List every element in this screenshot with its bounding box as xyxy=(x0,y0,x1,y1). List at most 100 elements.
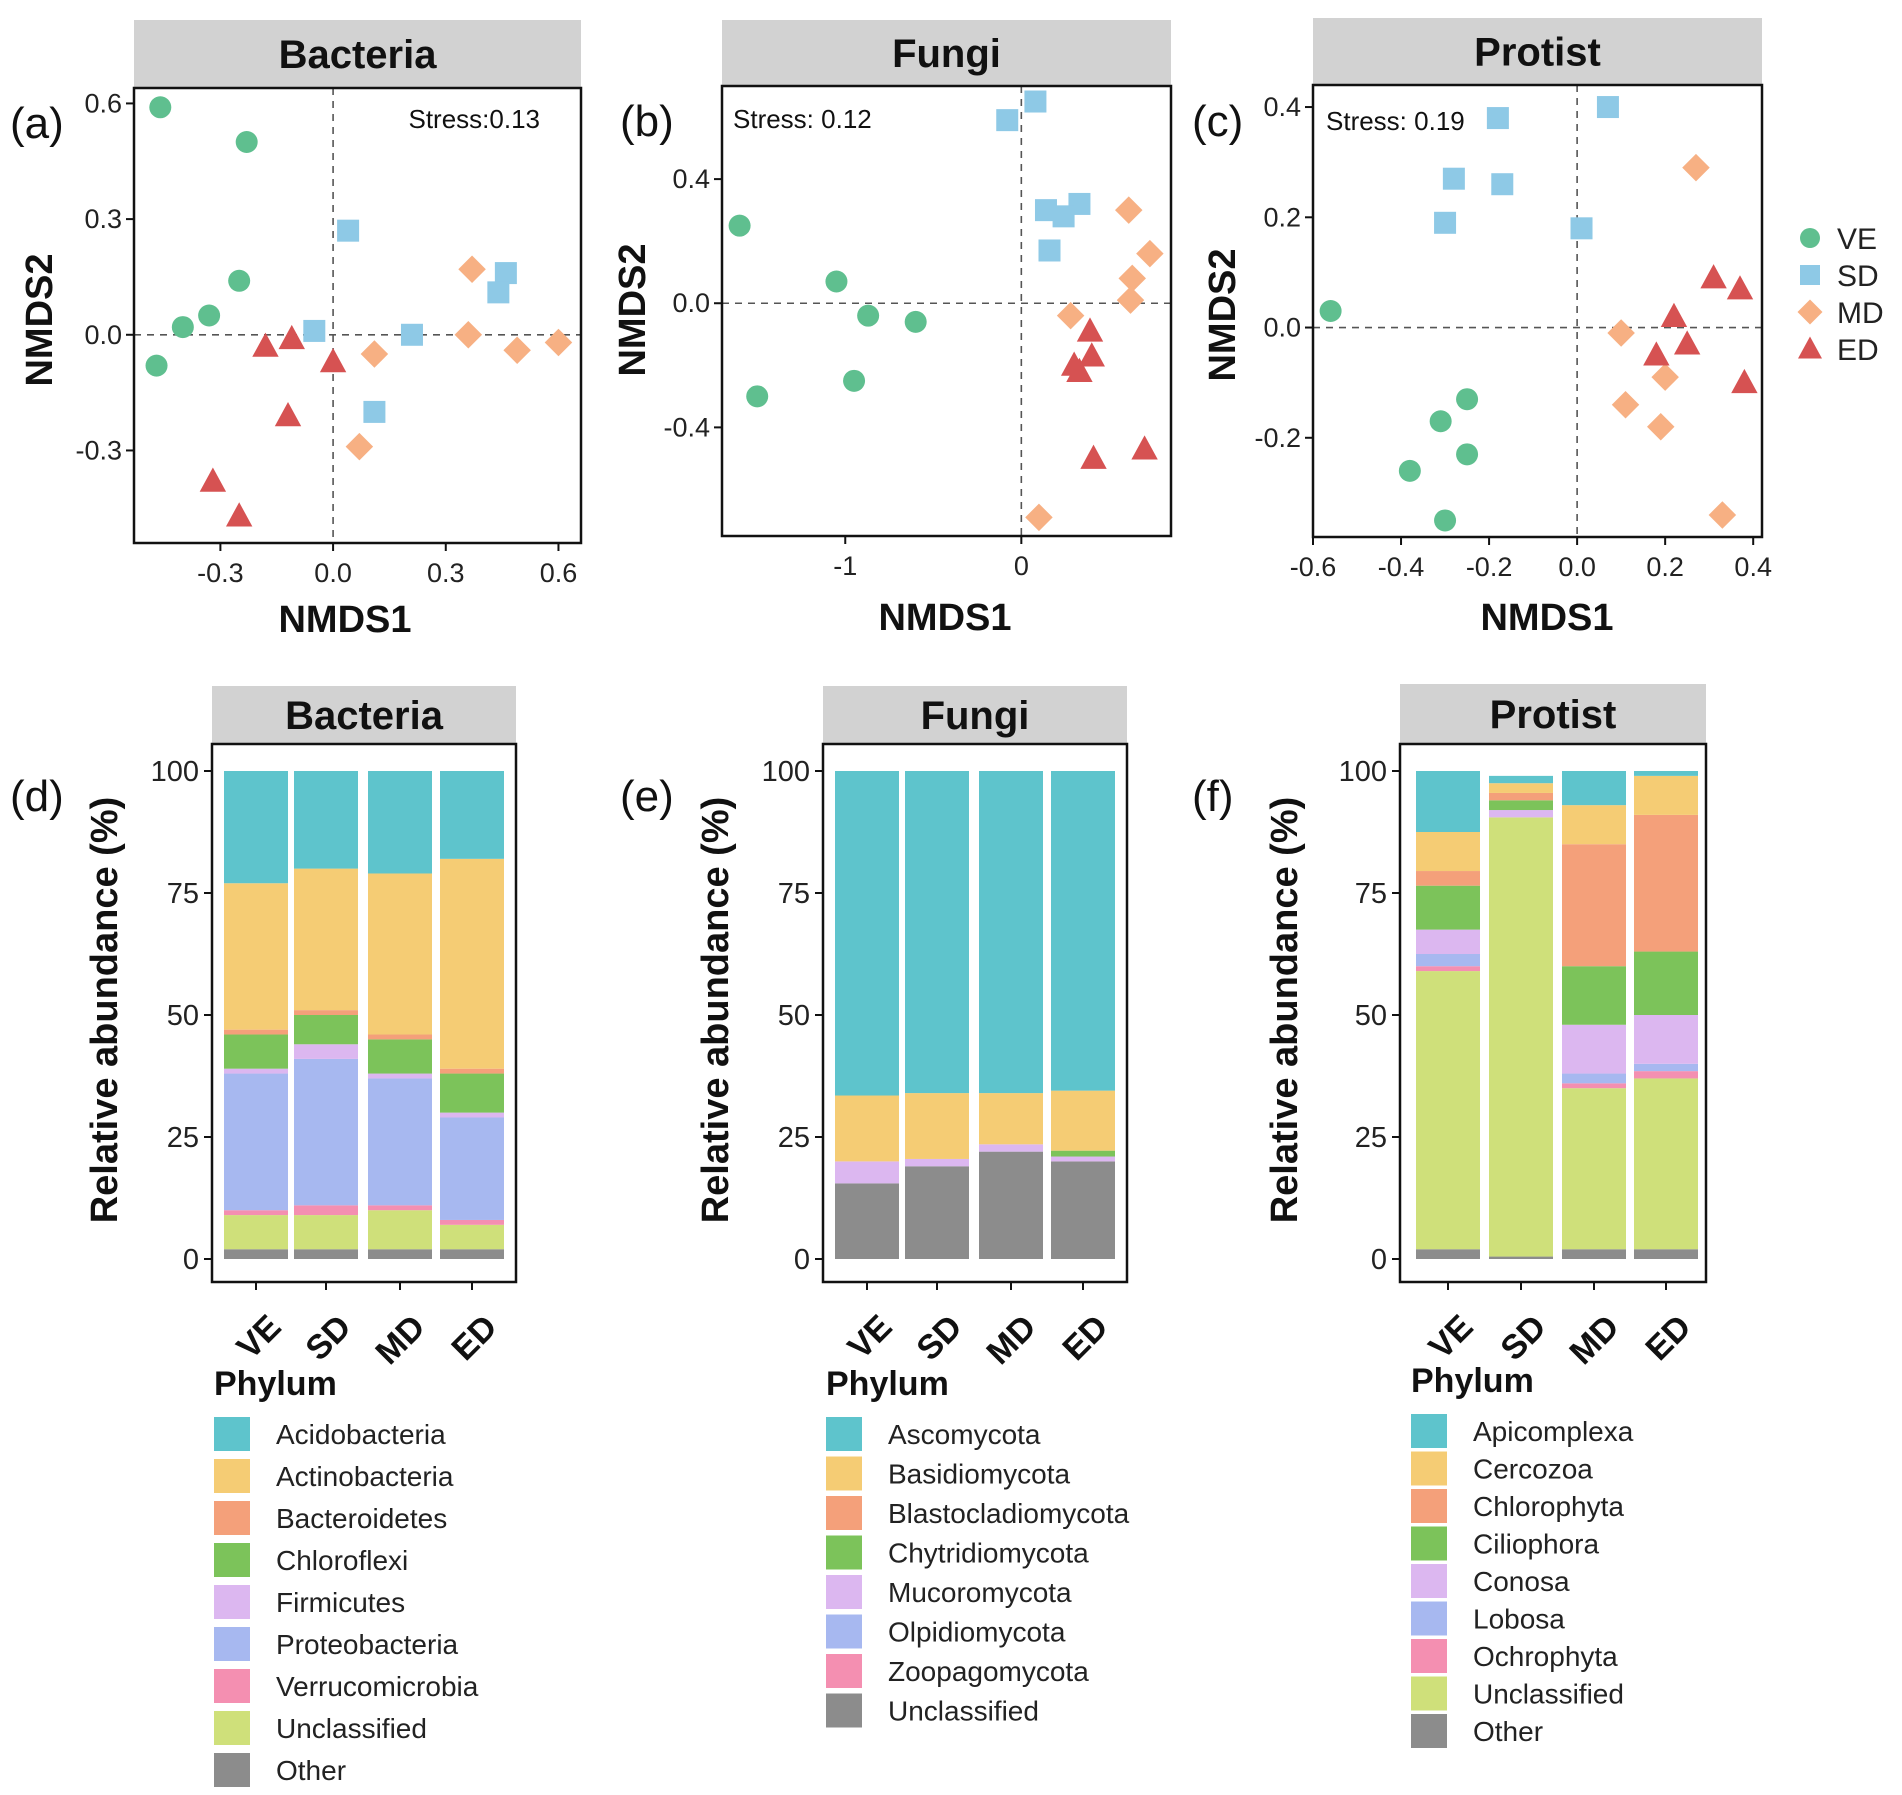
data-point-ve xyxy=(825,270,848,293)
legend-key-ve xyxy=(1800,228,1820,248)
bar-segment-actinobacteria-sd xyxy=(294,868,358,1011)
data-point-ed xyxy=(1700,264,1727,289)
y-tick-label: 0.0 xyxy=(672,288,710,318)
legend-swatch-firmicutes xyxy=(214,1585,250,1619)
data-point-md xyxy=(458,255,486,283)
data-point-md xyxy=(503,336,531,364)
bar-segment-actinobacteria-ve xyxy=(224,883,288,1030)
bar-segment-actinobacteria-ed xyxy=(440,858,504,1069)
facet-strip xyxy=(134,20,581,88)
panel-label: (d) xyxy=(10,772,64,821)
legend-swatch-mucoromycota xyxy=(826,1575,862,1609)
bar-segment-acidobacteria-sd xyxy=(294,771,358,869)
bar-segment-firmicutes-ed xyxy=(440,1112,504,1118)
legend-label-acidobacteria: Acidobacteria xyxy=(276,1419,446,1450)
bar-segment-unclassified-md xyxy=(979,1151,1043,1259)
y-tick-label: 0.2 xyxy=(1263,202,1301,232)
nmds-panel-bacteria: Bacteria (a) -0.3 0.0 0.3 0.6 -0.3 0.0 0.3 0.6 NMD… xyxy=(10,20,583,641)
stress-annotation: Stress: 0.12 xyxy=(733,104,872,134)
legend-swatch-actinobacteria xyxy=(214,1459,250,1493)
legend-label-apicomplexa: Apicomplexa xyxy=(1473,1416,1634,1447)
data-point-sd xyxy=(494,262,517,285)
bar-segment-ciliophora-sd xyxy=(1489,800,1553,811)
bar-segment-apicomplexa-md xyxy=(1562,771,1626,806)
legend-label-other: Other xyxy=(276,1755,346,1786)
bar-segment-firmicutes-md xyxy=(368,1073,432,1079)
x-tick-label: 0.0 xyxy=(1558,552,1596,582)
legend-swatch-chytridiomycota xyxy=(826,1535,862,1570)
data-point-ve xyxy=(728,214,751,237)
facet-strip xyxy=(212,686,516,744)
data-point-ed xyxy=(1726,275,1754,300)
bar-segment-proteobacteria-ed xyxy=(440,1117,504,1220)
x-category-label: MD xyxy=(1562,1308,1626,1372)
bar-segment-firmicutes-sd xyxy=(294,1044,358,1059)
y-tick-label: 0 xyxy=(794,1244,810,1276)
bar-segment-firmicutes-ve xyxy=(224,1068,288,1074)
data-point-ed xyxy=(1643,341,1670,366)
legend-key-sd xyxy=(1800,265,1820,285)
data-point-md xyxy=(1708,501,1737,529)
data-point-ve xyxy=(171,316,194,339)
abundance-panel-bacteria: Bacteria (d) 0 25 50 75 100 VE SD MD ED Relative ab… xyxy=(10,686,518,1787)
legend-swatch-unclassified xyxy=(826,1693,862,1728)
legend-swatch-bacteroidetes xyxy=(214,1501,250,1535)
legend-label-chloroflexi: Chloroflexi xyxy=(276,1545,408,1576)
facet-title: Protist xyxy=(1474,31,1601,75)
y-tick-label: 0.4 xyxy=(1263,92,1301,122)
bar-segment-ochrophyta-ed xyxy=(1634,1071,1698,1079)
plot-frame xyxy=(720,84,1173,538)
x-category-label: VE xyxy=(230,1308,289,1367)
bar-segment-acidobacteria-ve xyxy=(224,771,288,884)
bar-segment-mucoromycota-ve xyxy=(835,1161,899,1184)
x-tick-label: 0.3 xyxy=(427,558,465,588)
data-point-sd xyxy=(400,323,423,346)
x-tick-label: 0.6 xyxy=(540,558,578,588)
legend-label-chlorophyta: Chlorophyta xyxy=(1473,1491,1624,1522)
y-tick-label: 50 xyxy=(167,1000,199,1032)
x-category-label: ED xyxy=(1055,1308,1115,1368)
bar-segment-ciliophora-ed xyxy=(1634,951,1698,1015)
bar-segment-ascomycota-sd xyxy=(905,771,969,1094)
bar-segment-lobosa-md xyxy=(1562,1073,1626,1084)
plot-frame xyxy=(132,86,583,545)
y-tick-label: 100 xyxy=(151,756,199,788)
x-tick-label: -0.3 xyxy=(197,558,244,588)
legend-swatch-verrucomicrobia xyxy=(214,1669,250,1703)
y-tick-label: 0.3 xyxy=(84,204,122,234)
bar-segment-ochrophyta-md xyxy=(1562,1083,1626,1089)
legend-swatch-ascomycota xyxy=(826,1417,862,1451)
facet-title: Protist xyxy=(1490,693,1617,737)
data-point-sd xyxy=(1442,167,1465,190)
nmds-panel-protist: Protist (c) -0.6 -0.4 -0.2 0.0 0.2 0.4 0.4 0.2 0.0… xyxy=(1192,18,1772,639)
x-tick-label: 0.0 xyxy=(314,558,352,588)
y-axis-title: Relative abundance (%) xyxy=(84,797,126,1224)
facet-title: Fungi xyxy=(892,32,1001,76)
data-point-ed xyxy=(1660,302,1688,327)
legend-label-sd: SD xyxy=(1837,260,1879,293)
x-axis-title: NMDS1 xyxy=(278,599,411,641)
bar-segment-ascomycota-ve xyxy=(835,771,899,1096)
legend-label-proteobacteria: Proteobacteria xyxy=(276,1629,459,1660)
y-tick-label: 0.0 xyxy=(84,320,122,350)
bar-segment-chloroflexi-sd xyxy=(294,1015,358,1045)
y-axis-title: NMDS2 xyxy=(1202,248,1244,381)
x-axis-title: NMDS1 xyxy=(1480,597,1613,639)
bar-segment-unclassified-ed xyxy=(1634,1078,1698,1250)
legend-swatch-other xyxy=(214,1753,250,1787)
panel-label: (b) xyxy=(620,97,674,146)
bar-segment-mucoromycota-sd xyxy=(905,1158,969,1167)
data-point-md xyxy=(1025,503,1053,532)
facet-strip xyxy=(823,686,1127,744)
bar-segment-other-ve xyxy=(1416,1249,1480,1259)
legend-title: Phylum xyxy=(214,1365,337,1403)
bar-segment-conosa-ve xyxy=(1416,929,1480,954)
data-point-sd xyxy=(1024,90,1047,113)
data-point-ed xyxy=(1731,368,1758,394)
bar-segment-other-ed xyxy=(1634,1249,1698,1259)
facet-title: Bacteria xyxy=(279,33,438,77)
bar-segment-unclassified-md xyxy=(1562,1088,1626,1250)
facet-strip xyxy=(1400,684,1706,744)
data-point-ve xyxy=(746,385,769,408)
